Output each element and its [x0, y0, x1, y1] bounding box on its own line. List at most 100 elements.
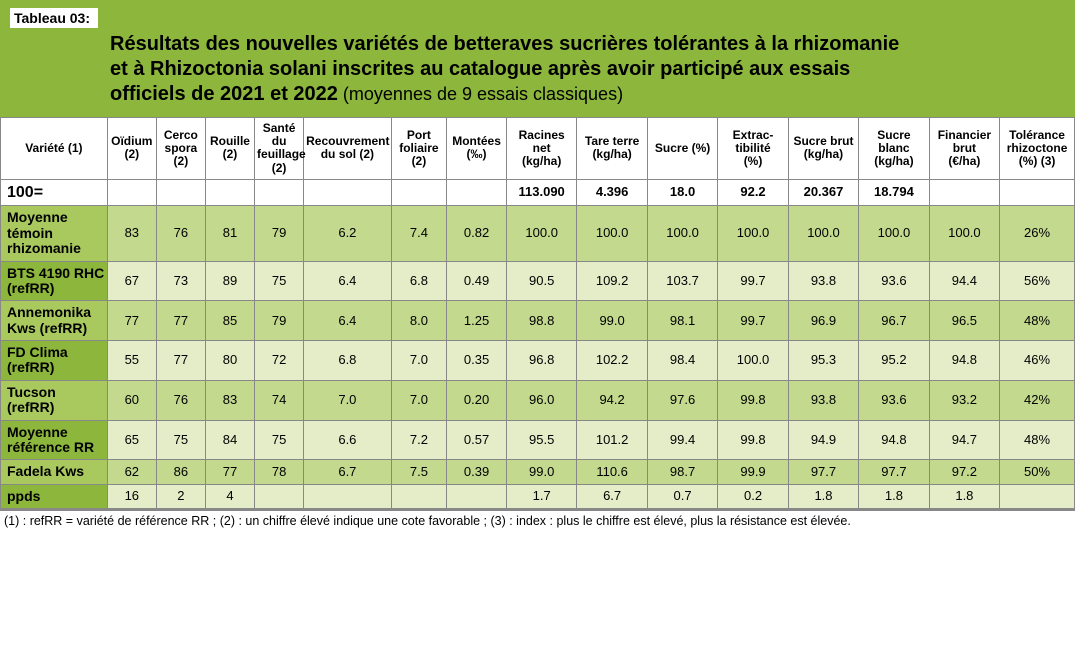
cell: [447, 484, 507, 508]
cell: 93.8: [788, 380, 858, 420]
col-header: Sucre (%): [647, 118, 717, 180]
cell: 77: [205, 460, 254, 484]
cell: [255, 484, 304, 508]
cell: 93.8: [788, 261, 858, 301]
cell: 78: [255, 460, 304, 484]
cell: 6.8: [391, 261, 447, 301]
cell: 74: [255, 380, 304, 420]
cell: 96.9: [788, 301, 858, 341]
cell: 94.7: [929, 420, 999, 460]
header-row: Variété (1)Oïdium(2)Cercospora(2)Rouille…: [1, 118, 1075, 180]
row-label: Tucson (refRR): [1, 380, 108, 420]
cell: 1.25: [447, 301, 507, 341]
cell: 0.39: [447, 460, 507, 484]
cell: 94.2: [577, 380, 647, 420]
cell: 89: [205, 261, 254, 301]
title-line-2: et à Rhizoctonia solani inscrites au cat…: [110, 58, 850, 80]
cell: 16: [107, 484, 156, 508]
cell: 100.0: [718, 341, 788, 381]
cell: 56%: [1000, 261, 1075, 301]
cell: 97.7: [788, 460, 858, 484]
cell: 83: [107, 206, 156, 261]
table-row: Fadela Kws628677786.77.50.3999.0110.698.…: [1, 460, 1075, 484]
cell: 6.2: [304, 206, 392, 261]
cell: [304, 179, 392, 206]
cell: 7.5: [391, 460, 447, 484]
cell: 95.2: [859, 341, 929, 381]
cell: 7.2: [391, 420, 447, 460]
cell: 85: [205, 301, 254, 341]
col-header: Variété (1): [1, 118, 108, 180]
table-row: Annemonika Kws (refRR)777785796.48.01.25…: [1, 301, 1075, 341]
cell: 6.6: [304, 420, 392, 460]
cell: 99.0: [506, 460, 576, 484]
cell: [1000, 484, 1075, 508]
cell: 96.0: [506, 380, 576, 420]
cell: 6.7: [577, 484, 647, 508]
cell: 101.2: [577, 420, 647, 460]
cell: 98.7: [647, 460, 717, 484]
row-label: 100=: [1, 179, 108, 206]
table-row: BTS 4190 RHC (refRR)677389756.46.80.4990…: [1, 261, 1075, 301]
col-header: Sucre brut(kg/ha): [788, 118, 858, 180]
cell: 94.4: [929, 261, 999, 301]
cell: [391, 179, 447, 206]
cell: 99.8: [718, 380, 788, 420]
cell: 76: [156, 206, 205, 261]
col-header: Tolérancerhizoctone(%) (3): [1000, 118, 1075, 180]
cell: 102.2: [577, 341, 647, 381]
cell: 93.2: [929, 380, 999, 420]
cell: 0.49: [447, 261, 507, 301]
table-row: Moyenne référence RR657584756.67.20.5795…: [1, 420, 1075, 460]
cell: 7.0: [391, 380, 447, 420]
cell: 84: [205, 420, 254, 460]
cell: 109.2: [577, 261, 647, 301]
cell: 1.8: [788, 484, 858, 508]
col-header: Extrac-tibilité(%): [718, 118, 788, 180]
cell: 50%: [1000, 460, 1075, 484]
cell: 94.9: [788, 420, 858, 460]
cell: 96.8: [506, 341, 576, 381]
table-title: Résultats des nouvelles variétés de bett…: [10, 32, 1061, 107]
cell: [447, 179, 507, 206]
cell: 83: [205, 380, 254, 420]
cell: 110.6: [577, 460, 647, 484]
row-label: FD Clima (refRR): [1, 341, 108, 381]
row-label: Fadela Kws: [1, 460, 108, 484]
cell: 18.0: [647, 179, 717, 206]
cell: 100.0: [718, 206, 788, 261]
cell: 99.7: [718, 261, 788, 301]
cell: [1000, 179, 1075, 206]
col-header: Rouille(2): [205, 118, 254, 180]
cell: 1.7: [506, 484, 576, 508]
cell: 1.8: [929, 484, 999, 508]
cell: 65: [107, 420, 156, 460]
row-label: ppds: [1, 484, 108, 508]
cell: 96.5: [929, 301, 999, 341]
cell: 73: [156, 261, 205, 301]
cell: 100.0: [788, 206, 858, 261]
data-table: Variété (1)Oïdium(2)Cercospora(2)Rouille…: [0, 117, 1075, 509]
cell: 72: [255, 341, 304, 381]
cell: [107, 179, 156, 206]
cell: 98.1: [647, 301, 717, 341]
cell: 0.57: [447, 420, 507, 460]
table-body: 100=113.0904.39618.092.220.36718.794Moye…: [1, 179, 1075, 508]
cell: 20.367: [788, 179, 858, 206]
table-row: ppds16241.76.70.70.21.81.81.8: [1, 484, 1075, 508]
cell: 62: [107, 460, 156, 484]
cell: 95.3: [788, 341, 858, 381]
cell: 76: [156, 380, 205, 420]
cell: 0.7: [647, 484, 717, 508]
cell: 100.0: [859, 206, 929, 261]
cell: [255, 179, 304, 206]
cell: 7.0: [391, 341, 447, 381]
cell: 96.7: [859, 301, 929, 341]
cell: [205, 179, 254, 206]
table-row: FD Clima (refRR)557780726.87.00.3596.810…: [1, 341, 1075, 381]
cell: 98.4: [647, 341, 717, 381]
cell: 81: [205, 206, 254, 261]
cell: 97.2: [929, 460, 999, 484]
cell: 75: [255, 261, 304, 301]
cell: 97.6: [647, 380, 717, 420]
